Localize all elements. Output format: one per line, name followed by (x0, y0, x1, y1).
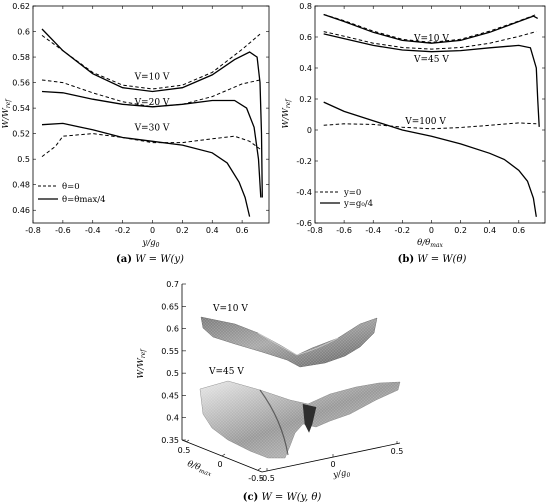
xtick-label: -0.6 (336, 226, 352, 235)
legend-b-dashed-label: y=0 (343, 188, 361, 198)
ztick-label: 0.55 (161, 347, 179, 356)
xtick-label: -0.2 (115, 226, 131, 235)
series-line-4 (323, 33, 540, 127)
ytick-label: 0.62 (12, 2, 30, 11)
series-line-6 (323, 101, 537, 217)
panel-a: -0.8 -0.6 -0.4 -0.2 0 0.2 0.4 0.6 0.46 0.48 0.5 0.5… (1, 2, 270, 265)
panel-b: -0.8 -0.6 -0.4 -0.2 0 0.2 0.4 0.6-0.6-0.4-0.200… (281, 2, 546, 265)
xtick-label: -0.5 (259, 474, 275, 483)
xtick-label: -0.8 (25, 226, 41, 235)
surface-v45-spike (302, 403, 317, 433)
ytick-label: 0.5 (178, 446, 191, 455)
panel-c: 0.35 0.4 0.45 0.5 0.55 0.6 0.65 0.7 W/Wref V=10… (136, 280, 403, 503)
curve-label-2: V=20 V (134, 98, 170, 108)
xtick-label: 0.6 (236, 226, 249, 235)
surface-v45-mesh (200, 381, 400, 458)
ytick-label: 0 (217, 460, 222, 469)
ytick-label: 0.54 (12, 104, 30, 113)
ztick-label: 0.7 (166, 280, 179, 289)
series-line-5 (323, 122, 537, 130)
ztick-label: 0.45 (161, 391, 179, 400)
xtick-label: 0.6 (512, 226, 525, 235)
ytick-label: 0.56 (12, 79, 30, 88)
xtick-label: -0.4 (365, 226, 381, 235)
xtick-label: 0.2 (176, 226, 189, 235)
panel-b-frame (314, 5, 546, 224)
series-line-4 (41, 90, 262, 198)
series-line-6 (41, 122, 251, 217)
xtick-label: 0 (429, 226, 434, 235)
ytick-mark (221, 453, 226, 457)
ytick-label: 0.6 (299, 33, 312, 42)
panel-a-caption: (a) W = W(y) (116, 254, 184, 265)
ztick-label: 0.4 (166, 414, 179, 423)
xtick-label: 0 (150, 226, 155, 235)
xtick-label: -0.4 (85, 226, 101, 235)
series-line-1 (323, 14, 537, 43)
xtick-label: 0.2 (454, 226, 467, 235)
curve-label-3: V=100 V (404, 117, 446, 127)
curve-label-1: V=10 V (413, 34, 449, 44)
surface-v10-ridge (257, 332, 339, 356)
ytick-label: -0.6 (296, 219, 312, 228)
series-line-2 (323, 13, 539, 44)
curve-label-3: V=30 V (134, 123, 170, 133)
ztick-label: 0.65 (161, 302, 179, 311)
xtick-label: -0.8 (307, 226, 323, 235)
ztick-label: 0.5 (166, 369, 179, 378)
panel-c-label-v45: V=45 V (208, 367, 244, 377)
ytick-label: 0.5 (17, 155, 30, 164)
panel-a-xlabel: y/g0 (142, 238, 160, 249)
panel-b-ylabel: W/Wref (281, 98, 292, 129)
legend-b-solid-label: y=g₀/4 (343, 199, 373, 209)
ytick-label: -0.4 (296, 188, 312, 197)
legend-a-dashed-label: θ=0 (62, 182, 80, 192)
panel-a-legend: θ=0 θ=θmax/4 (38, 182, 106, 205)
panel-b-xlabel: θ/θmax (417, 238, 443, 249)
ytick-label: -0.2 (296, 157, 312, 166)
panel-c-label-v10: V=10 V (212, 304, 248, 314)
ytick-label: 0.8 (299, 2, 312, 11)
ytick-label: 0.58 (12, 53, 30, 62)
ytick-mark (257, 467, 262, 471)
ytick-label: 0.48 (12, 181, 30, 190)
curve-label-1: V=10 V (134, 72, 170, 82)
series-line-3 (323, 31, 537, 50)
ytick-label: 0.52 (12, 130, 30, 139)
xtick-label: 0.5 (391, 447, 404, 456)
surface-v45-fold (259, 389, 289, 456)
xtick-label: 0.4 (483, 226, 496, 235)
curve-label-2: V=45 V (413, 55, 449, 65)
xtick-label: -0.6 (55, 226, 71, 235)
panel-b-caption: (b) W = W(θ) (398, 254, 467, 265)
series-line-2 (41, 28, 263, 198)
xtick-label: 0 (330, 460, 335, 469)
xtick-label: 0.4 (206, 226, 219, 235)
ytick-label: 0.2 (299, 95, 312, 104)
xtick-label: -0.2 (395, 226, 411, 235)
panel-a-ylabel: W/Wref (1, 98, 12, 129)
panel-a-frame (32, 5, 270, 224)
panel-c-zlabel: W/Wref (136, 348, 147, 379)
ytick-mark (185, 439, 190, 443)
panel-c-ylabel: θ/θmax (186, 459, 215, 478)
surface-v10-mesh (201, 317, 377, 367)
legend-a-solid-label: θ=θmax/4 (62, 195, 106, 205)
ytick-label: 0.46 (12, 206, 30, 215)
panel-c-xlabel: y/g0 (331, 468, 351, 482)
ztick-label: 0.35 (161, 436, 179, 445)
panel-b-legend: y=0 y=g₀/4 (320, 188, 373, 209)
panel-c-caption: (c) W = W(y, θ) (243, 492, 322, 503)
ytick-label: 0 (307, 126, 312, 135)
ytick-label: 0.4 (299, 64, 312, 73)
panel-c-y-axis (261, 442, 401, 473)
ztick-label: 0.6 (166, 325, 179, 334)
ytick-label: -0.5 (248, 474, 264, 483)
ytick-label: 0.6 (17, 28, 30, 37)
series-line-5 (41, 133, 261, 157)
